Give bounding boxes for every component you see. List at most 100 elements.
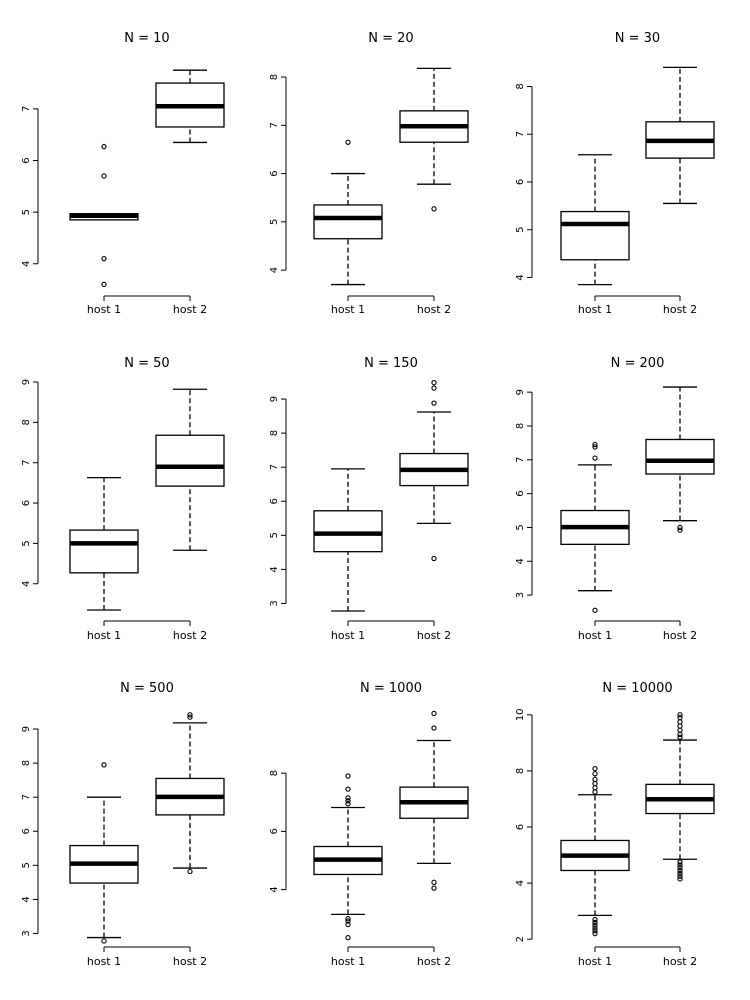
y-tick-label: 4 [21, 581, 32, 587]
outlier-point [677, 731, 683, 738]
x-tick-label: host 2 [417, 629, 451, 642]
iqr-box [645, 438, 715, 475]
outlier-point [592, 455, 598, 461]
chart-panel: N = 150 3 4 5 6 7 8 9 host 1 host 2 [269, 356, 469, 642]
box-2 [399, 710, 469, 891]
outlier-point [187, 714, 193, 720]
y-tick-label: 9 [21, 379, 32, 385]
box-1 [560, 441, 630, 613]
y-tick-label: 4 [269, 566, 280, 572]
panel-title: N = 10000 [602, 681, 672, 696]
box-1 [313, 468, 383, 612]
outlier-point [431, 555, 437, 562]
outlier-point [592, 789, 598, 795]
outlier-point [677, 524, 683, 531]
iqr-box [155, 434, 225, 487]
outlier-point [345, 916, 351, 922]
y-tick-label: 8 [21, 760, 32, 766]
outlier-point [677, 527, 683, 533]
y-tick-label: 8 [269, 74, 280, 80]
outlier-point [345, 786, 351, 792]
outlier-point [592, 925, 598, 931]
x-tick-label: host 2 [663, 629, 697, 642]
chart-panel: N = 1000 4 6 8 host 1 host 2 [269, 681, 469, 968]
y-tick-label: 5 [515, 524, 526, 530]
outlier-point [431, 885, 437, 891]
box-2 [155, 69, 225, 144]
outlier-point [592, 607, 598, 613]
outlier-point [101, 143, 107, 150]
y-tick-label: 5 [21, 540, 32, 546]
outlier-point [677, 712, 683, 718]
y-tick-label: 3 [515, 592, 526, 598]
y-tick-label: 5 [21, 209, 32, 215]
y-tick-label: 6 [269, 498, 280, 504]
y-tick-label: 7 [515, 131, 526, 137]
outlier-point [101, 281, 107, 288]
outlier-point [592, 444, 598, 450]
x-tick-label: host 1 [87, 629, 121, 642]
outlier-point [592, 776, 598, 782]
y-tick-label: 4 [21, 896, 32, 902]
y-tick-label: 7 [269, 122, 280, 128]
y-tick-label: 3 [21, 930, 32, 936]
y-tick-label: 8 [515, 768, 526, 774]
outlier-point [431, 879, 437, 885]
y-tick-label: 4 [515, 880, 526, 886]
panel-title: N = 10 [124, 31, 169, 46]
y-tick-label: 4 [515, 274, 526, 280]
outlier-point [431, 380, 437, 386]
y-tick-label: 6 [21, 828, 32, 834]
outlier-point [677, 865, 683, 871]
y-tick-label: 9 [269, 396, 280, 402]
y-tick-label: 4 [269, 886, 280, 892]
outlier-point [345, 801, 351, 807]
outlier-point [677, 723, 683, 729]
iqr-box [69, 529, 139, 574]
outlier-point [677, 859, 683, 865]
box-1 [560, 766, 630, 937]
chart-panel: N = 200 3 4 5 6 7 8 9 host 1 host 2 [515, 356, 715, 642]
y-tick-label: 8 [269, 430, 280, 436]
panel-title: N = 200 [611, 356, 665, 371]
outlier-point [677, 727, 683, 733]
y-tick-label: 5 [269, 532, 280, 538]
x-tick-label: host 1 [578, 955, 612, 968]
box-2 [645, 66, 715, 205]
y-tick-label: 4 [269, 267, 280, 273]
y-tick-label: 6 [515, 824, 526, 830]
outlier-point [677, 734, 683, 740]
outlier-point [677, 867, 683, 874]
outlier-point [345, 934, 351, 941]
y-tick-label: 6 [269, 828, 280, 834]
iqr-box [313, 204, 383, 240]
box-1 [313, 773, 383, 941]
outlier-point [592, 930, 598, 937]
outlier-point [345, 795, 351, 801]
outlier-point [345, 921, 351, 928]
outlier-point [677, 719, 683, 725]
panel-title: N = 50 [124, 356, 169, 371]
box-1 [313, 139, 383, 286]
x-tick-label: host 1 [578, 303, 612, 316]
outlier-point [592, 785, 598, 791]
iqr-box [560, 210, 630, 261]
x-tick-label: host 2 [417, 303, 451, 316]
outlier-point [101, 762, 107, 768]
panel-title: N = 150 [364, 356, 418, 371]
y-tick-label: 9 [515, 389, 526, 395]
box-2 [645, 386, 715, 533]
y-tick-label: 7 [21, 794, 32, 800]
x-tick-label: host 2 [417, 955, 451, 968]
x-tick-label: host 2 [173, 955, 207, 968]
outlier-point [101, 938, 107, 944]
box-2 [645, 712, 715, 882]
box-2 [155, 712, 225, 875]
outlier-point [345, 798, 351, 804]
chart-panel: N = 30 4 5 6 7 8 host 1 host 2 [515, 31, 715, 316]
y-tick-label: 7 [515, 457, 526, 463]
outlier-point [592, 766, 598, 772]
outlier-point [592, 780, 598, 787]
box-2 [399, 67, 469, 212]
